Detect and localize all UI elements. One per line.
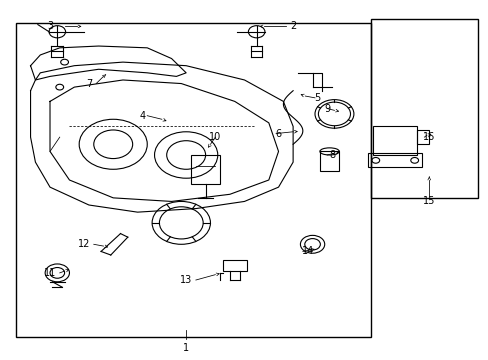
Text: 7: 7 [85,78,92,89]
Text: 3: 3 [47,21,53,31]
Bar [222,260,246,271]
Text: 5: 5 [314,93,320,103]
Text: 11: 11 [44,268,56,278]
Bar [319,152,339,171]
Bar [416,130,428,144]
Text: 4: 4 [139,111,145,121]
Text: 10: 10 [209,132,221,142]
Text: 14: 14 [301,247,313,256]
Text: 1: 1 [183,343,189,353]
Text: 13: 13 [180,275,192,285]
Bar [372,126,416,155]
Text: 15: 15 [422,197,434,206]
Text: 6: 6 [275,129,281,139]
Text: 16: 16 [422,132,434,142]
Bar [370,19,477,198]
Bar [368,153,421,167]
Text: 8: 8 [328,150,334,160]
Text: 12: 12 [78,239,90,249]
Text: 9: 9 [324,104,329,113]
Bar [191,155,220,184]
Text: 2: 2 [289,21,296,31]
Bar [16,23,370,337]
